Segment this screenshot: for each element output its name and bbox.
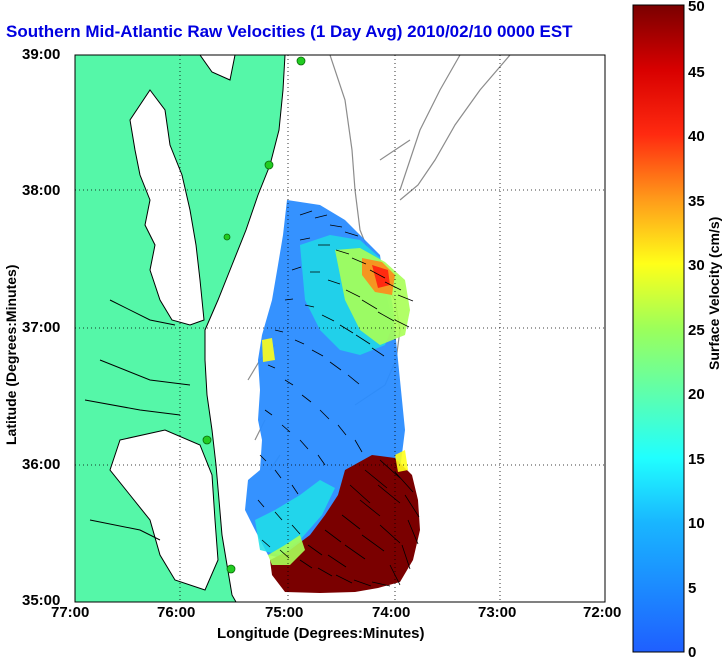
- chesapeake-bay: [129, 89, 205, 326]
- cbar-tick: 15: [688, 451, 705, 468]
- pamlico-sound: [109, 429, 219, 591]
- y-tick-37: 37:00: [22, 319, 61, 336]
- map-title: Southern Mid-Atlantic Raw Velocities (1 …: [6, 22, 573, 41]
- x-tick-74: 74:00: [372, 604, 411, 621]
- velocity-field-strong: [270, 455, 420, 593]
- y-tick-38: 38:00: [22, 182, 61, 199]
- cbar-tick: 35: [688, 193, 705, 210]
- cbar-tick: 40: [688, 128, 705, 145]
- x-tick-76: 76:00: [157, 604, 196, 621]
- cbar-tick: 30: [688, 257, 705, 274]
- y-tick-35: 35:00: [22, 592, 61, 609]
- grid-lines: [75, 55, 605, 602]
- y-tick-39: 39:00: [22, 46, 61, 63]
- y-axis-label: Latitude (Degrees:Minutes): [3, 264, 19, 445]
- cbar-tick: 20: [688, 386, 705, 403]
- cbar-tick: 25: [688, 322, 705, 339]
- shore-stations: [202, 56, 306, 574]
- y-tick-36: 36:00: [22, 456, 61, 473]
- x-tick-75: 75:00: [265, 604, 304, 621]
- cbar-tick: 10: [688, 515, 705, 532]
- cbar-tick: 5: [688, 580, 697, 597]
- cbar-tick: 50: [688, 0, 705, 15]
- x-tick-72: 72:00: [583, 604, 622, 621]
- cbar-tick: 45: [688, 64, 705, 81]
- colorbar: [632, 4, 685, 653]
- x-tick-73: 73:00: [478, 604, 517, 621]
- cbar-tick: 0: [688, 644, 697, 661]
- x-axis-label: Longitude (Degrees:Minutes): [217, 625, 425, 642]
- colorbar-label: Surface Velocity (cm/s): [706, 216, 722, 370]
- x-tick-77: 77:00: [51, 604, 90, 621]
